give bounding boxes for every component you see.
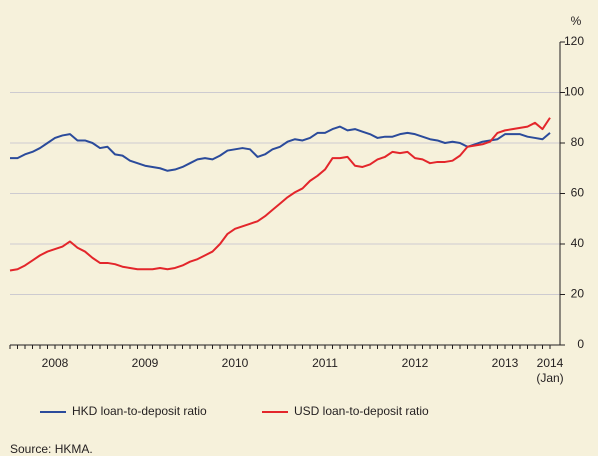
x-note: (Jan) [536, 371, 563, 385]
y-tick-label: 20 [571, 287, 585, 301]
legend-label: HKD loan-to-deposit ratio [72, 404, 207, 418]
x-tick-label: 2008 [42, 356, 69, 370]
y-unit: % [571, 14, 582, 28]
x-tick-label: 2012 [402, 356, 429, 370]
x-tick-label: 2009 [132, 356, 159, 370]
x-tick-label: 2013 [492, 356, 519, 370]
legend-label: USD loan-to-deposit ratio [294, 404, 429, 418]
source: Source: HKMA. [10, 442, 93, 456]
y-tick-label: 100 [564, 85, 584, 99]
x-tick-label: 2010 [222, 356, 249, 370]
line-series [10, 125, 551, 172]
x-tick-label: 2011 [312, 356, 338, 370]
line-series [9, 117, 551, 272]
x-tick-label: 2014 [537, 356, 564, 370]
y-tick-label: 40 [571, 236, 585, 250]
y-tick-label: 0 [577, 337, 584, 351]
y-tick-label: 80 [571, 135, 585, 149]
y-tick-label: 120 [564, 34, 584, 48]
y-tick-label: 60 [571, 186, 585, 200]
